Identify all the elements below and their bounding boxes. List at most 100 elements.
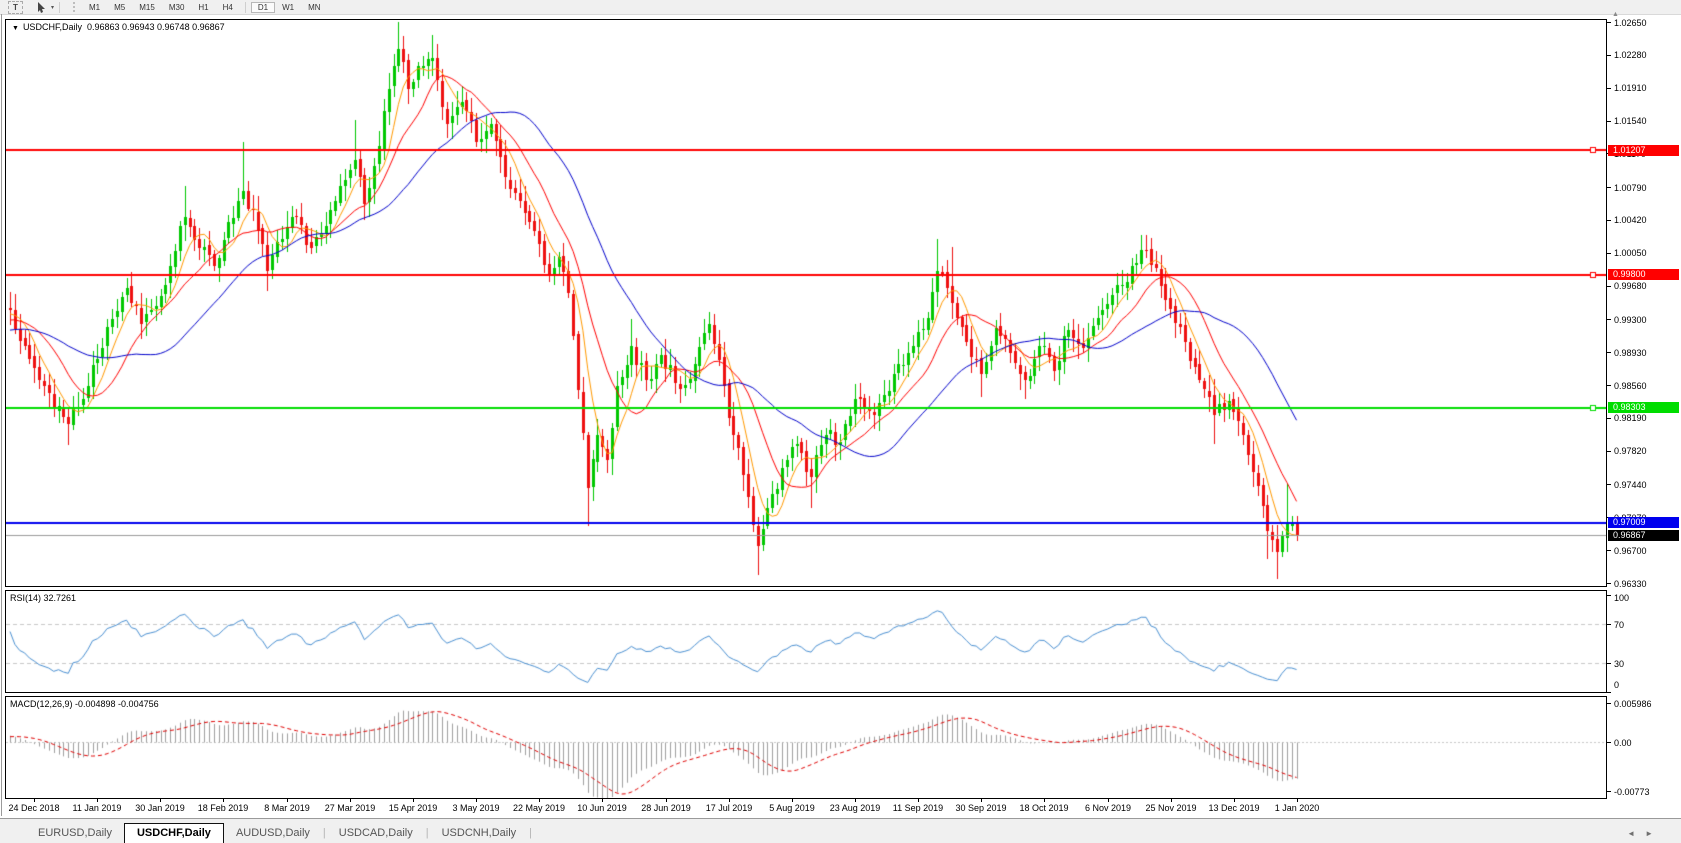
date-tick	[666, 799, 667, 802]
macd-indicator-canvas[interactable]	[6, 697, 1606, 798]
tab-usdchf[interactable]: USDCHF,Daily	[123, 823, 224, 843]
date-label: 8 Mar 2019	[264, 803, 310, 813]
price-tick-label: 1.00050	[1614, 248, 1647, 258]
time-axis[interactable]: 24 Dec 2018 11 Jan 2019 30 Jan 2019 18 Feb …	[5, 799, 1607, 816]
price-tick	[1607, 88, 1611, 89]
date-tick	[1171, 799, 1172, 802]
price-tick-label: 0.99300	[1614, 315, 1647, 325]
date-tick	[160, 799, 161, 802]
price-tick-label: 1.01540	[1614, 116, 1647, 126]
timeframe-button-h1[interactable]: H1	[198, 2, 209, 12]
date-label: 25 Nov 2019	[1145, 803, 1197, 813]
tabs-holder: EURUSD,Daily USDCHF,Daily AUDUSD,Daily | USD…	[26, 823, 533, 843]
tab-separator: |	[425, 827, 429, 839]
date-tick	[223, 799, 224, 802]
macd-scale-label: 0.00	[1614, 738, 1632, 748]
scroll-left-icon[interactable]: ◄	[1627, 829, 1646, 838]
rsi-scale-label: 0	[1614, 680, 1620, 690]
tab-eurusd[interactable]: EURUSD,Daily	[38, 827, 112, 839]
rsi-indicator-canvas[interactable]	[6, 591, 1606, 692]
main-chart-canvas[interactable]	[6, 20, 1606, 586]
window-left-edge	[1, 14, 2, 816]
scroll-right-icon[interactable]: ►	[1645, 829, 1663, 838]
price-tick-label: 0.98560	[1614, 381, 1647, 391]
date-tick	[34, 799, 35, 802]
timeframe-button-d1[interactable]: D1	[250, 1, 276, 13]
tab-usdcnh[interactable]: USDCNH,Daily	[441, 827, 517, 839]
rsi-tick	[1607, 692, 1611, 693]
current-price-chip: 0.96867	[1608, 530, 1679, 541]
date-tick	[97, 799, 98, 802]
price-tick-label: 0.98190	[1614, 413, 1647, 423]
hline-price-chip: 1.01207	[1608, 145, 1679, 156]
chart-header: ▼ USDCHF,Daily 0.96863 0.96943 0.96748 0.…	[12, 22, 225, 32]
cursor-icon	[37, 1, 48, 13]
price-tick	[1607, 187, 1611, 188]
toolbar-separator	[244, 1, 246, 13]
date-label: 23 Aug 2019	[829, 803, 881, 813]
tab-usdcad[interactable]: USDCAD,Daily	[338, 827, 413, 839]
timeframe-button-m15[interactable]: M15	[139, 2, 155, 12]
hline-price-chip: 0.98303	[1608, 402, 1679, 413]
price-tick	[1607, 121, 1611, 122]
hline-price-chip: 0.99800	[1608, 269, 1679, 280]
tab-scroll-arrows: ◄►	[1627, 829, 1663, 838]
date-tick	[602, 799, 603, 802]
tab-audusd[interactable]: AUDUSD,Daily	[235, 827, 310, 839]
date-label: 28 Jun 2019	[641, 803, 691, 813]
price-tick	[1607, 22, 1611, 23]
rsi-tick	[1607, 595, 1611, 596]
price-tick	[1607, 319, 1611, 320]
date-label: 22 May 2019	[512, 803, 566, 813]
price-tick-label: 0.99680	[1614, 281, 1647, 291]
chevron-down-icon[interactable]: ▾	[51, 4, 55, 11]
date-label: 18 Feb 2019	[197, 803, 249, 813]
price-tick-label: 1.01910	[1614, 83, 1647, 93]
price-tick	[1607, 550, 1611, 551]
price-tick	[1607, 253, 1611, 254]
timeframe-button-mn[interactable]: MN	[308, 2, 321, 12]
toolbar-separator	[59, 1, 61, 13]
timeframe-group: M1 M5 M15 M30 H1 H4 D1 W1 MN	[82, 1, 328, 13]
toolbar-drag-handle[interactable]	[73, 2, 78, 12]
price-tick-label: 0.97820	[1614, 446, 1647, 456]
macd-indicator-label: MACD(12,26,9) -0.004898 -0.004756	[10, 699, 159, 709]
collapse-triangle-icon[interactable]: ▼	[12, 25, 19, 32]
date-tick	[287, 799, 288, 802]
rsi-tick	[1607, 624, 1611, 625]
date-label: 18 Oct 2019	[1019, 803, 1069, 813]
macd-scale-label: 0.005986	[1614, 699, 1652, 709]
date-tick	[1108, 799, 1109, 802]
rsi-indicator-label: RSI(14) 32.7261	[10, 593, 77, 603]
date-tick	[476, 799, 477, 802]
price-tick	[1607, 352, 1611, 353]
price-tick-label: 1.00790	[1614, 183, 1647, 193]
timeframe-button-h4[interactable]: H4	[222, 2, 233, 12]
date-label: 13 Dec 2019	[1208, 803, 1260, 813]
chart-symbol-title: USDCHF,Daily	[22, 22, 82, 32]
cursor-tool-button[interactable]: ▾	[37, 1, 55, 13]
timeframe-button-m30[interactable]: M30	[168, 2, 185, 12]
date-tick	[413, 799, 414, 802]
price-tick	[1607, 385, 1611, 386]
tab-separator: |	[529, 827, 533, 839]
rsi-tick	[1607, 663, 1611, 664]
chart-ohlc-quote: 0.96863 0.96943 0.96748 0.96867	[86, 22, 225, 32]
date-label: 24 Dec 2018	[8, 803, 60, 813]
timeframe-button-m5[interactable]: M5	[114, 2, 126, 12]
timeframe-button-m1[interactable]: M1	[89, 2, 101, 12]
price-tick-label: 0.97440	[1614, 480, 1647, 490]
price-tick-label: 0.96700	[1614, 546, 1647, 556]
price-tick	[1607, 451, 1611, 452]
date-label: 30 Jan 2019	[135, 803, 185, 813]
date-tick	[350, 799, 351, 802]
scroll-up-icon[interactable]: ▲	[1612, 11, 1619, 18]
timeframe-button-w1[interactable]: W1	[282, 2, 295, 12]
date-tick	[855, 799, 856, 802]
text-tool-button[interactable]: T	[8, 0, 23, 14]
date-tick	[1044, 799, 1045, 802]
chart-tab-bar: EURUSD,Daily USDCHF,Daily AUDUSD,Daily | USD…	[0, 818, 1681, 843]
date-label: 30 Sep 2019	[955, 803, 1007, 813]
tab-separator: |	[322, 827, 326, 839]
price-tick-label: 1.02650	[1614, 18, 1647, 28]
